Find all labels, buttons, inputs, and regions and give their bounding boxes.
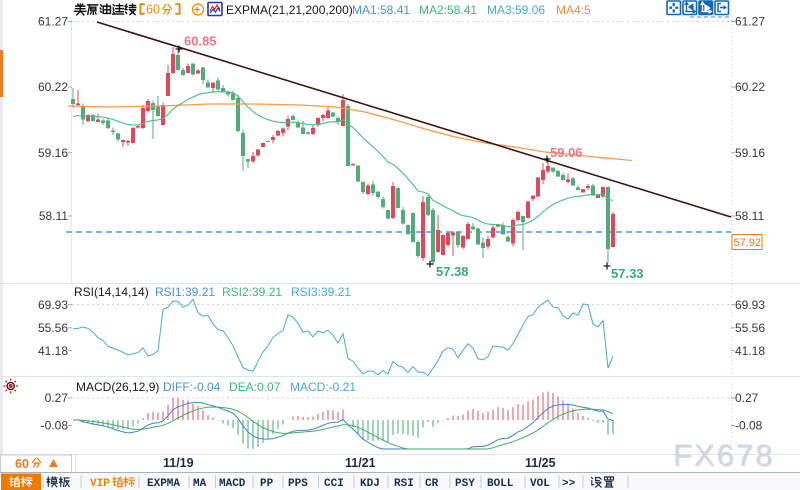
svg-text:PSY: PSY [455, 478, 475, 490]
svg-text:61.27: 61.27 [38, 15, 68, 29]
svg-text:BOLL: BOLL [487, 478, 514, 490]
svg-text:FX678: FX678 [673, 438, 774, 473]
svg-text:0.27: 0.27 [735, 391, 759, 405]
svg-text:EXPMA: EXPMA [147, 478, 180, 490]
svg-text:58.11: 58.11 [39, 209, 68, 223]
svg-text:57.33: 57.33 [611, 266, 644, 281]
svg-text:>>: >> [562, 478, 576, 490]
svg-text:DIFF:-0.04: DIFF:-0.04 [163, 380, 221, 394]
svg-text:MACD(26,12,9): MACD(26,12,9) [76, 380, 159, 394]
svg-text:41.18: 41.18 [735, 344, 765, 358]
svg-text:PP: PP [260, 478, 274, 490]
svg-text:58.11: 58.11 [735, 209, 764, 223]
svg-text:57.38: 57.38 [436, 264, 469, 279]
svg-text:MACD:-0.21: MACD:-0.21 [290, 380, 356, 394]
svg-text:MACD: MACD [219, 478, 246, 490]
svg-text:59.16: 59.16 [38, 146, 68, 160]
svg-text:61.27: 61.27 [735, 15, 765, 29]
svg-text:69.93: 69.93 [735, 298, 765, 312]
svg-text:CR: CR [425, 478, 439, 490]
svg-text:MA: MA [193, 478, 207, 490]
svg-text:11/21: 11/21 [345, 456, 376, 470]
svg-text:11/25: 11/25 [525, 456, 556, 470]
svg-text:-0.08: -0.08 [735, 419, 763, 433]
svg-text:MA2:58.41: MA2:58.41 [419, 3, 477, 17]
svg-text:55.56: 55.56 [735, 321, 765, 335]
svg-text:RSI1:39.21: RSI1:39.21 [155, 285, 215, 299]
svg-text:RSI: RSI [394, 478, 414, 490]
svg-text:69.93: 69.93 [38, 298, 68, 312]
svg-text:KDJ: KDJ [360, 478, 380, 490]
svg-text:MA1:58.41: MA1:58.41 [352, 3, 410, 17]
svg-text:55.56: 55.56 [38, 321, 68, 335]
svg-text:MA3:59.06: MA3:59.06 [487, 3, 545, 17]
svg-text:59.16: 59.16 [735, 146, 765, 160]
svg-text:CCI: CCI [324, 478, 344, 490]
svg-text:EXPMA(21,21,200,200): EXPMA(21,21,200,200) [226, 3, 353, 17]
svg-text:VIP: VIP [90, 478, 110, 490]
svg-text:0.27: 0.27 [45, 391, 69, 405]
svg-text:41.18: 41.18 [38, 344, 68, 358]
svg-text:-0.08: -0.08 [41, 419, 69, 433]
svg-text:VOL: VOL [530, 478, 550, 490]
svg-text:57.92: 57.92 [734, 237, 762, 249]
svg-text:RSI2:39.21: RSI2:39.21 [222, 285, 282, 299]
svg-text:11/19: 11/19 [163, 456, 194, 470]
svg-text:MA4:5: MA4:5 [556, 3, 591, 17]
svg-text:RSI(14,14,14): RSI(14,14,14) [74, 285, 149, 299]
svg-text:60: 60 [15, 457, 29, 471]
svg-text:59.06: 59.06 [550, 145, 583, 160]
svg-text:PPS: PPS [288, 478, 308, 490]
svg-text:60: 60 [146, 3, 160, 17]
svg-text:60.22: 60.22 [38, 80, 68, 94]
svg-text:DEA:0.07: DEA:0.07 [229, 380, 281, 394]
svg-text:RSI3:39.21: RSI3:39.21 [291, 285, 351, 299]
svg-text:60.85: 60.85 [184, 34, 217, 49]
svg-text:60.22: 60.22 [735, 80, 765, 94]
svg-text:FX678: FX678 [674, 439, 775, 474]
